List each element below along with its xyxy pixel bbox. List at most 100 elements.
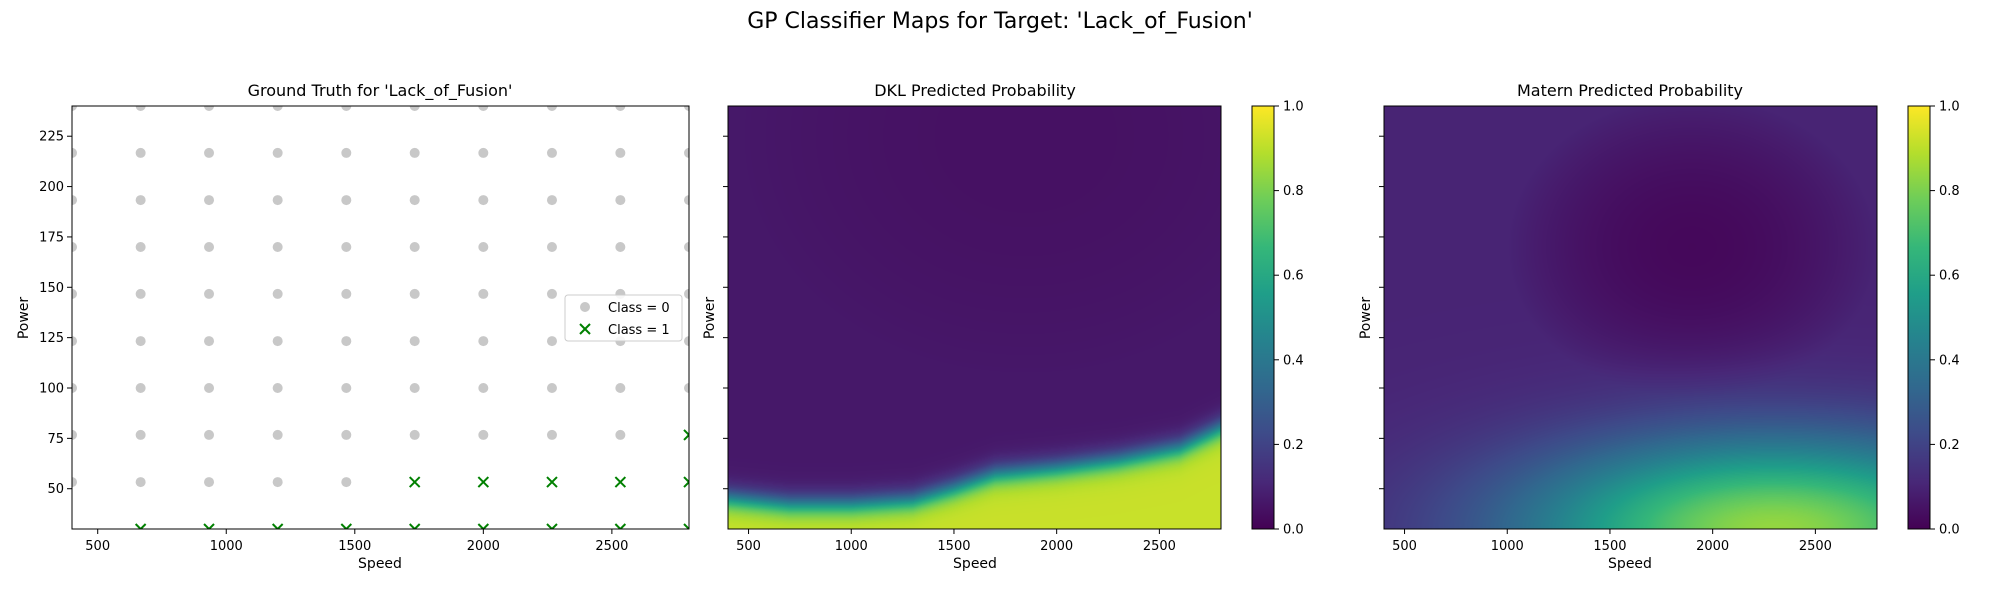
class1-point bbox=[203, 523, 215, 529]
class0-point bbox=[684, 147, 689, 158]
x-axis-label: Speed bbox=[953, 556, 997, 572]
colorbar-gradient bbox=[1907, 105, 1931, 530]
class0-point bbox=[478, 336, 489, 347]
class0-point bbox=[272, 429, 283, 440]
class0-point bbox=[615, 147, 626, 158]
class0-point bbox=[341, 383, 352, 393]
y-tick-label: 50 bbox=[47, 482, 64, 497]
x-tick-label: 1500 bbox=[1593, 539, 1626, 554]
x-tick-label: 1500 bbox=[937, 539, 970, 554]
class0-point bbox=[546, 429, 557, 440]
class0-point bbox=[615, 383, 626, 393]
colorbar-tick-label: 0.8 bbox=[1939, 184, 1960, 199]
class0-point bbox=[72, 195, 77, 206]
class0-point bbox=[272, 383, 283, 393]
class1-point bbox=[477, 476, 490, 488]
class0-point bbox=[135, 242, 146, 252]
class0-point bbox=[341, 242, 352, 252]
class0-point bbox=[546, 147, 557, 158]
colorbar: 0.0 0.2 0.4 0.6 0.8 1.0 bbox=[1251, 100, 1304, 538]
class0-point bbox=[478, 147, 489, 158]
axes: 500 1000 1500 2000 2500 bbox=[1379, 135, 1832, 554]
axes: 500 1000 1500 2000 2500 bbox=[723, 135, 1176, 554]
class0-point bbox=[272, 106, 283, 111]
legend-class0-marker bbox=[580, 302, 590, 312]
class0-point bbox=[135, 477, 146, 488]
class0-point bbox=[409, 288, 420, 299]
class0-point bbox=[341, 147, 352, 158]
panel-title: Ground Truth for 'Lack_of_Fusion' bbox=[248, 81, 513, 101]
y-tick-label: 175 bbox=[39, 230, 64, 245]
class0-point bbox=[684, 336, 689, 347]
class0-point bbox=[72, 147, 77, 158]
class0-point bbox=[72, 477, 77, 488]
x-tick-label: 2000 bbox=[1040, 539, 1073, 554]
class1-point bbox=[271, 523, 284, 529]
colorbar-tick-label: 0.8 bbox=[1283, 184, 1304, 199]
class0-point bbox=[204, 147, 215, 158]
axes: 500 1000 1500 2000 2500 50 75 100 125 150 175 200 22… bbox=[39, 130, 628, 554]
class0-point bbox=[478, 429, 489, 440]
x-tick-label: 2000 bbox=[1696, 539, 1729, 554]
class0-point bbox=[546, 242, 557, 252]
class0-point bbox=[478, 106, 489, 111]
figure-suptitle: GP Classifier Maps for Target: 'Lack_of_… bbox=[747, 9, 1253, 34]
class0-point bbox=[272, 242, 283, 252]
y-tick-label: 75 bbox=[47, 432, 64, 447]
x-tick-label: 1000 bbox=[835, 539, 868, 554]
legend-class1-marker bbox=[579, 323, 591, 335]
class0-point bbox=[409, 195, 420, 206]
y-tick-label: 225 bbox=[39, 130, 64, 145]
panel-title: Matern Predicted Probability bbox=[1517, 81, 1743, 100]
class0-point bbox=[72, 383, 77, 393]
legend-box bbox=[564, 294, 683, 342]
class0-point bbox=[135, 288, 146, 299]
legend-class0-label: Class = 0 bbox=[608, 301, 670, 316]
class0-point bbox=[204, 242, 215, 252]
class0-point bbox=[684, 242, 689, 252]
class0-point bbox=[72, 106, 77, 111]
class0-point bbox=[684, 195, 689, 206]
class0-point bbox=[546, 383, 557, 393]
dkl-panel: DKL Predicted Probability 500 1000 1500 200… bbox=[702, 81, 1304, 572]
y-tick-label: 100 bbox=[39, 382, 64, 397]
class1-point bbox=[683, 523, 689, 529]
class0-point bbox=[478, 242, 489, 252]
colorbar-gradient bbox=[1251, 105, 1275, 530]
class0-point bbox=[546, 336, 557, 347]
class0-point bbox=[341, 106, 352, 111]
class0-point bbox=[341, 288, 352, 299]
y-axis-label: Power bbox=[1358, 297, 1374, 340]
class1-point bbox=[683, 429, 689, 441]
class1-point bbox=[134, 523, 147, 529]
class0-point bbox=[615, 195, 626, 206]
panel-title: DKL Predicted Probability bbox=[874, 81, 1076, 100]
dkl-probability-heatmap bbox=[728, 106, 1221, 529]
class0-point bbox=[684, 288, 689, 299]
y-tick-label: 200 bbox=[39, 180, 64, 195]
class0-point bbox=[409, 383, 420, 393]
class0-point bbox=[204, 429, 215, 440]
class0-point bbox=[615, 106, 626, 111]
class0-point bbox=[341, 429, 352, 440]
colorbar-tick-label: 0.2 bbox=[1283, 438, 1304, 453]
class0-point bbox=[204, 195, 215, 206]
class0-point bbox=[684, 383, 689, 393]
class0-point bbox=[615, 429, 626, 440]
class0-point bbox=[135, 147, 146, 158]
colorbar-tick-label: 1.0 bbox=[1283, 100, 1304, 115]
x-axis-label: Speed bbox=[1608, 556, 1652, 572]
class0-point bbox=[72, 242, 77, 252]
class0-point bbox=[546, 288, 557, 299]
colorbar-tick-label: 0.0 bbox=[1939, 523, 1960, 538]
class0-point bbox=[72, 288, 77, 299]
class0-point bbox=[409, 336, 420, 347]
class0-point bbox=[204, 336, 215, 347]
class0-point bbox=[478, 288, 489, 299]
class1-point bbox=[340, 523, 353, 529]
y-tick-label: 150 bbox=[39, 281, 64, 296]
legend-class1-label: Class = 1 bbox=[608, 323, 670, 338]
class0-point bbox=[204, 106, 215, 111]
ground-truth-panel: Ground Truth for 'Lack_of_Fusion' 500 100… bbox=[16, 81, 690, 572]
y-tick-label: 125 bbox=[39, 331, 64, 346]
